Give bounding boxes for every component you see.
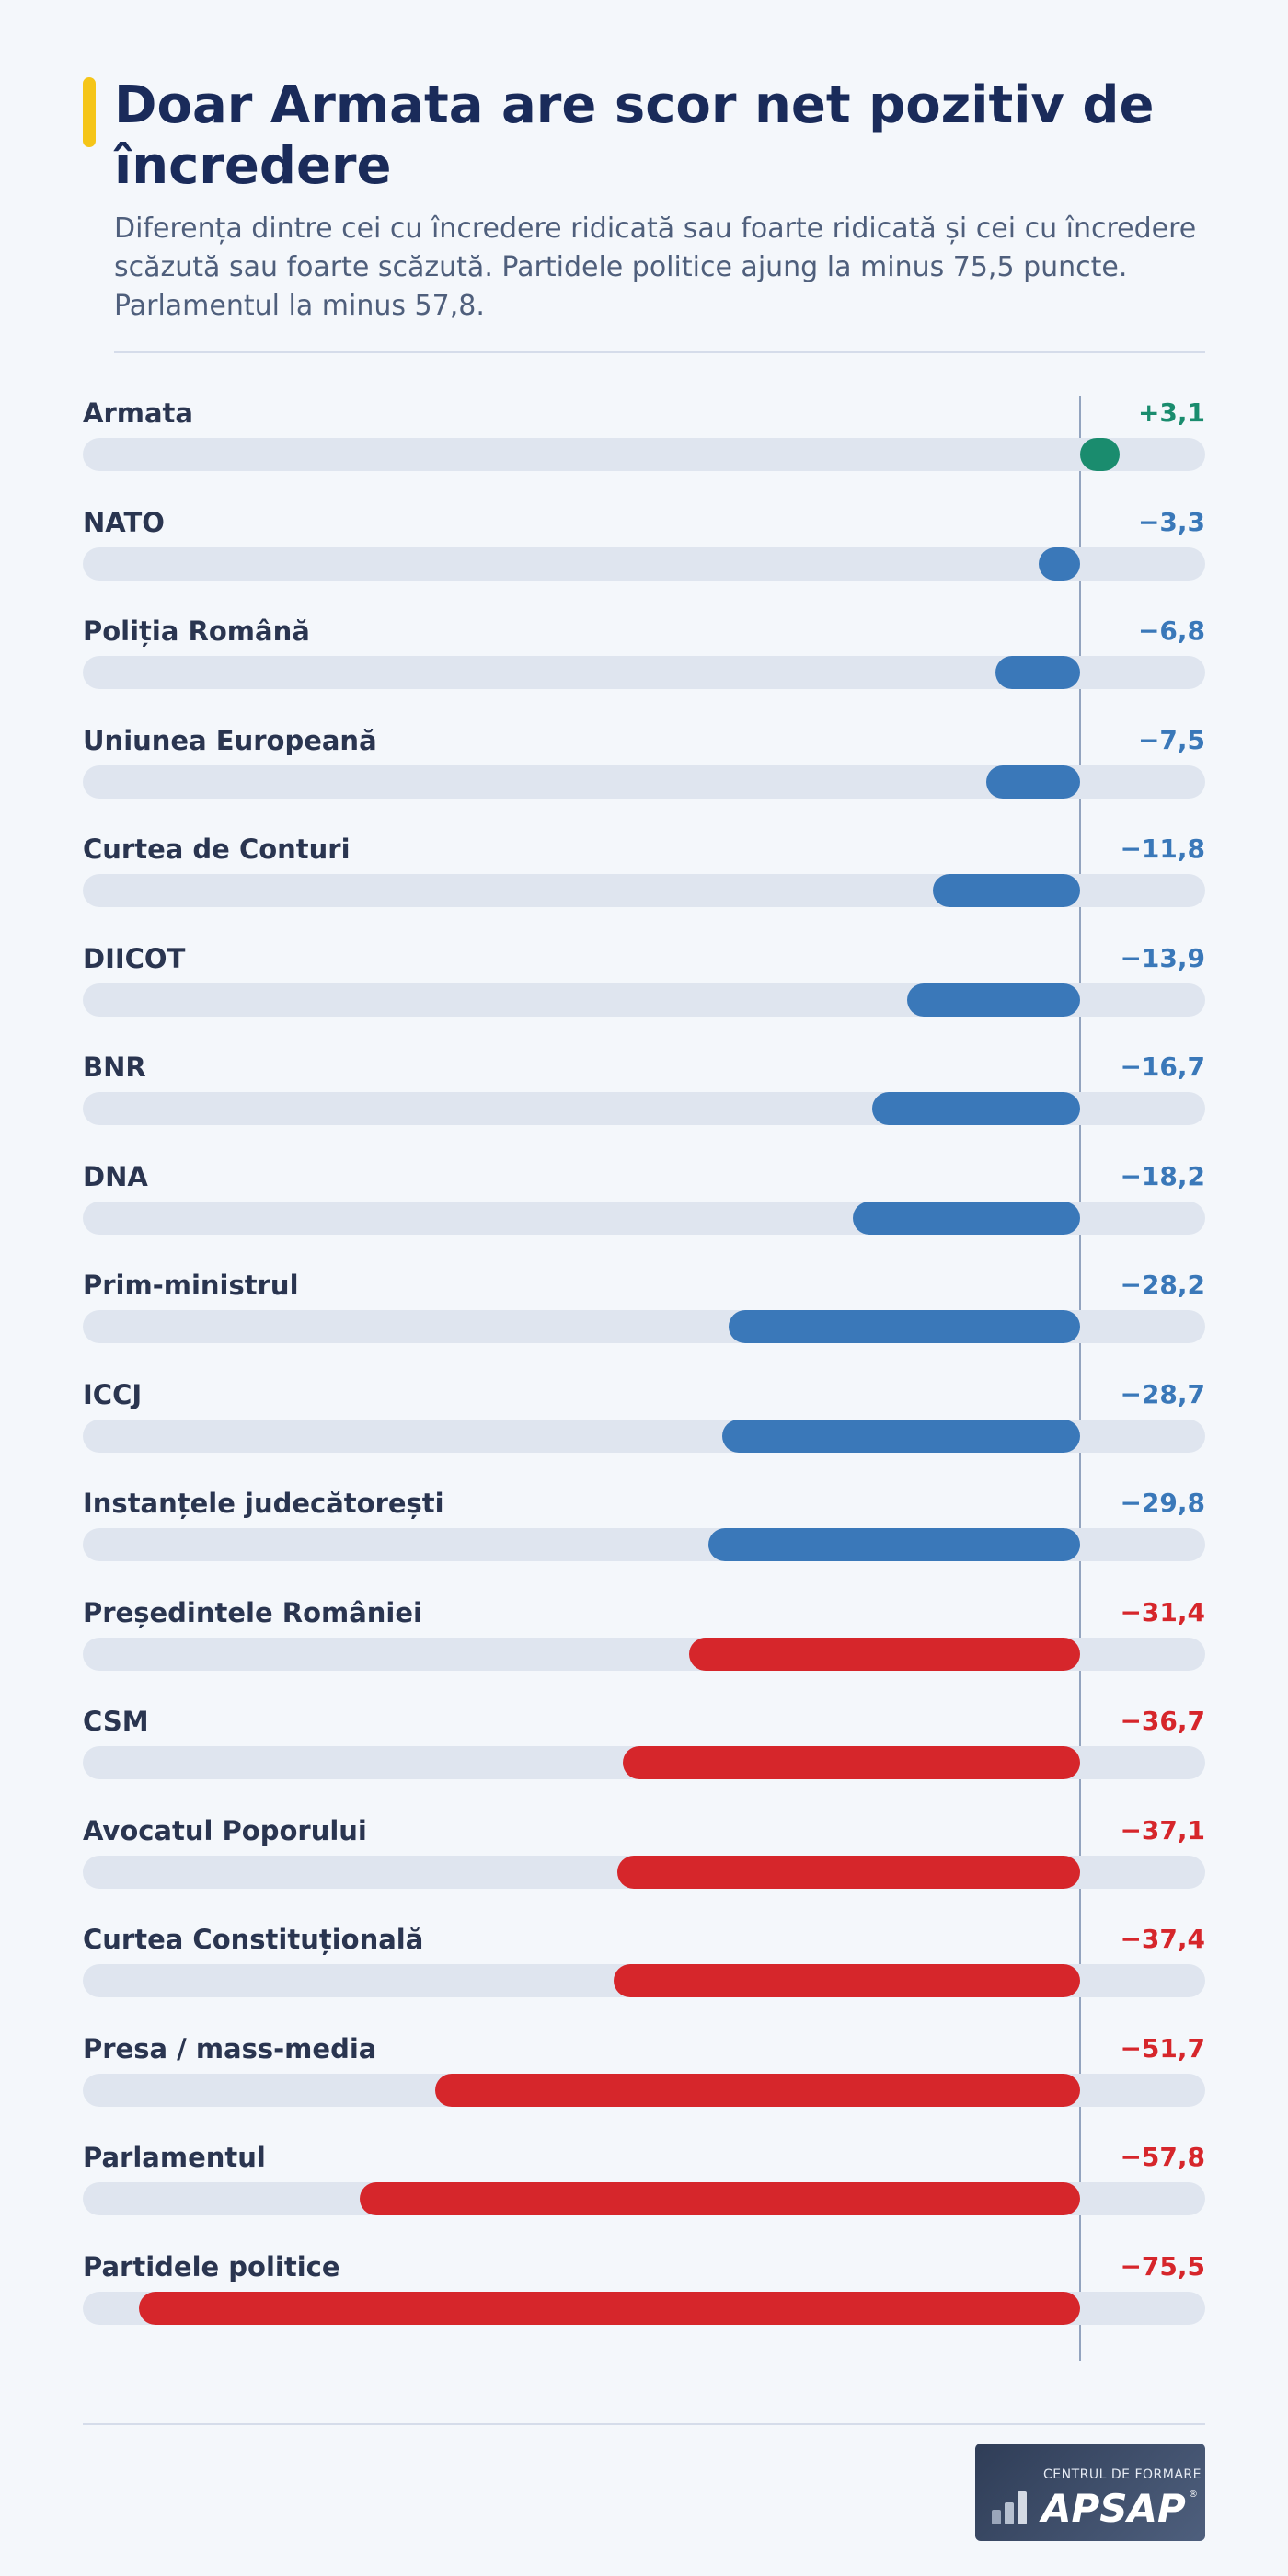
- bar: [722, 1419, 1080, 1453]
- bar: [871, 1092, 1080, 1125]
- category-label: Avocatul Poporului: [83, 1814, 367, 1846]
- chart-row: Curtea de Conturi −11,8: [83, 834, 1205, 907]
- zero-axis-line: [1079, 396, 1081, 2361]
- bar: [138, 2291, 1080, 2325]
- chart-row: NATO −3,3: [83, 507, 1205, 581]
- category-label: ICCJ: [83, 1378, 143, 1410]
- value-label: −6,8: [1137, 615, 1205, 646]
- bar: [435, 2073, 1080, 2107]
- chart-row: Uniunea Europeană −7,5: [83, 725, 1205, 799]
- chart-row: Avocatul Poporului −37,1: [83, 1815, 1205, 1889]
- bar-track: [83, 438, 1205, 471]
- category-label: Parlamentul: [83, 2142, 266, 2173]
- page-subtitle: Diferența dintre cei cu încredere ridica…: [114, 213, 1197, 322]
- bar: [359, 2182, 1080, 2215]
- value-label: +3,1: [1137, 397, 1205, 428]
- value-label: −7,5: [1137, 724, 1205, 755]
- category-label: Instanțele judecătorești: [83, 1488, 444, 1519]
- bar: [622, 1746, 1080, 1779]
- category-label: Armata: [83, 397, 193, 429]
- category-label: CSM: [83, 1706, 149, 1737]
- chart-row: Președintele României −31,4: [83, 1597, 1205, 1671]
- header-divider: [114, 351, 1205, 353]
- bar: [933, 874, 1080, 907]
- chart-row: Curtea Constituțională −37,4: [83, 1924, 1205, 1997]
- bar: [1080, 438, 1121, 471]
- bar: [708, 1528, 1080, 1561]
- chart-row: Presa / mass-media −51,7: [83, 2033, 1205, 2107]
- value-label: −31,4: [1120, 1596, 1205, 1627]
- logo-wordmark: APSAP: [1041, 2486, 1186, 2531]
- value-label: −3,3: [1137, 506, 1205, 537]
- bar: [728, 1310, 1080, 1343]
- chart-row: Armata +3,1: [83, 397, 1205, 471]
- bar: [614, 1964, 1080, 1997]
- value-label: −11,8: [1120, 834, 1205, 864]
- category-label: Curtea de Conturi: [83, 834, 351, 865]
- category-label: Președintele României: [83, 1596, 422, 1628]
- bar: [688, 1637, 1080, 1671]
- logo-caption: CENTRUL DE FORMARE: [1043, 2467, 1202, 2482]
- bar: [617, 1855, 1080, 1889]
- page-title: Doar Armata are scor net pozitiv de încr…: [114, 75, 1155, 196]
- bar-track: [83, 546, 1205, 581]
- category-label: BNR: [83, 1052, 146, 1083]
- value-label: −18,2: [1120, 1160, 1205, 1191]
- category-label: Prim-ministrul: [83, 1270, 299, 1301]
- value-label: −13,9: [1120, 942, 1205, 973]
- category-label: Uniunea Europeană: [83, 724, 377, 756]
- value-label: −29,8: [1120, 1488, 1205, 1518]
- value-label: −75,5: [1120, 2250, 1205, 2282]
- chart-row: Instanțele judecătorești −29,8: [83, 1488, 1205, 1561]
- category-label: Curtea Constituțională: [83, 1924, 424, 1955]
- bar-chart-icon: [992, 2491, 1027, 2524]
- chart-row: BNR −16,7: [83, 1052, 1205, 1125]
- chart-row: DNA −18,2: [83, 1161, 1205, 1235]
- value-label: −51,7: [1120, 2032, 1205, 2064]
- bar: [995, 656, 1080, 689]
- value-label: −28,2: [1120, 1270, 1205, 1300]
- category-label: NATO: [83, 506, 165, 538]
- value-label: −28,7: [1120, 1378, 1205, 1409]
- chart-row: Poliția Română −6,8: [83, 615, 1205, 689]
- category-label: DIICOT: [83, 942, 186, 974]
- value-label: −16,7: [1120, 1052, 1205, 1082]
- value-label: −37,4: [1120, 1924, 1205, 1954]
- bar: [986, 765, 1080, 799]
- chart-row: Parlamentul −57,8: [83, 2142, 1205, 2215]
- category-label: Presa / mass-media: [83, 2032, 377, 2064]
- category-label: Poliția Română: [83, 615, 310, 647]
- logo-registered-mark: ®: [1189, 2490, 1198, 2500]
- chart-row: DIICOT −13,9: [83, 943, 1205, 1017]
- chart-row: ICCJ −28,7: [83, 1379, 1205, 1453]
- footer-divider: [83, 2423, 1205, 2425]
- apsap-logo: CENTRUL DE FORMARE APSAP ®: [975, 2444, 1205, 2541]
- title-accent-bar: [83, 77, 96, 147]
- chart-row: Prim-ministrul −28,2: [83, 1270, 1205, 1343]
- value-label: −37,1: [1120, 1814, 1205, 1846]
- category-label: Partidele politice: [83, 2250, 340, 2283]
- chart-row: CSM −36,7: [83, 1706, 1205, 1779]
- value-label: −57,8: [1120, 2142, 1205, 2172]
- category-label: DNA: [83, 1160, 148, 1192]
- bar: [906, 983, 1080, 1017]
- value-label: −36,7: [1120, 1706, 1205, 1736]
- diverging-bar-chart: Armata +3,1 NATO −3,3 Poliția Română −6,8 Uniu…: [83, 396, 1205, 2361]
- chart-row: Partidele politice −75,5: [83, 2251, 1205, 2325]
- bar: [853, 1201, 1080, 1235]
- bar: [1039, 546, 1080, 581]
